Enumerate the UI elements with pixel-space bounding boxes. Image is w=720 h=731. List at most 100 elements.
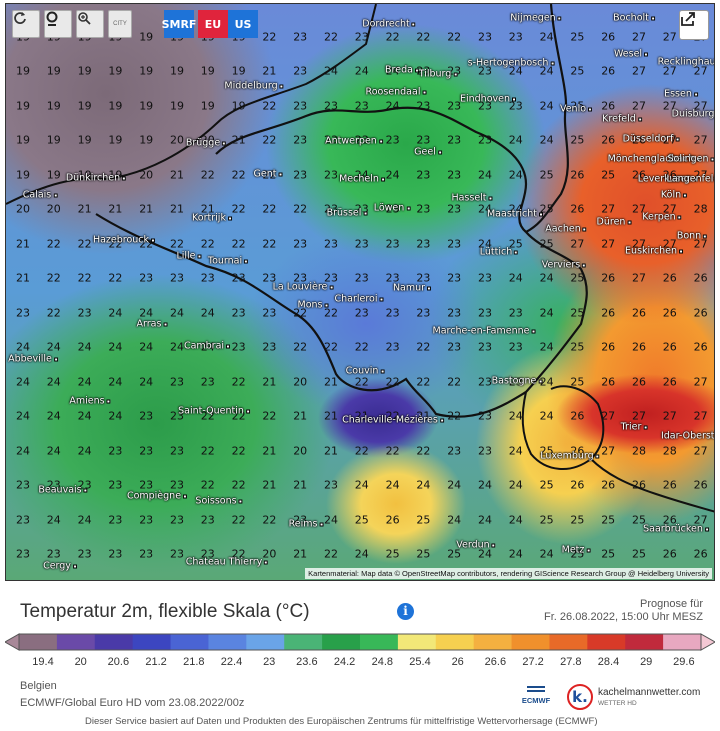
kachelmann-logo[interactable]: k. kachelmannwetter.com WETTER HD xyxy=(567,684,717,714)
temperature-value: 19 xyxy=(46,133,61,147)
city-name: Kerpen xyxy=(642,211,676,223)
city-label: Kortrijk xyxy=(192,213,232,224)
region-button-eu[interactable]: EU xyxy=(198,10,228,38)
ecmwf-label: ECMWF xyxy=(521,696,551,705)
city-label: Antwerpen xyxy=(325,136,383,147)
temperature-value: 23 xyxy=(139,271,154,285)
city-dot-icon xyxy=(238,499,243,503)
scale-swatch xyxy=(322,634,361,650)
temperature-value: 21 xyxy=(324,409,338,423)
region-button-smrf[interactable]: SMRF xyxy=(162,10,196,38)
city-label: Bastogne xyxy=(492,376,543,387)
temperature-value: 24 xyxy=(478,478,492,492)
temperature-value: 25 xyxy=(601,168,616,182)
temperature-value: 25 xyxy=(539,202,554,216)
temperature-value: 23 xyxy=(385,340,400,354)
temperature-value: 23 xyxy=(170,375,184,389)
scale-tick-label: 26 xyxy=(451,656,464,668)
temperature-value: 22 xyxy=(231,375,246,389)
temperature-value: 24 xyxy=(478,547,492,561)
temperature-value: 27 xyxy=(601,237,616,251)
temperature-value: 24 xyxy=(508,478,523,492)
city-label: Reims xyxy=(289,519,324,530)
temperature-value: 19 xyxy=(231,64,246,78)
temperature-value: 23 xyxy=(447,168,462,182)
temperature-value: 22 xyxy=(447,409,462,423)
scale-tick-label: 20 xyxy=(74,656,87,668)
temperature-value: 22 xyxy=(262,99,277,113)
city-dot-icon xyxy=(406,206,411,210)
temperature-value: 25 xyxy=(570,133,585,147)
weather-map[interactable]: 19 19 19 19 19 19 19 19 22 23 22 23 22 22 22 23 23 24 25 26… xyxy=(5,3,715,581)
temperature-value: 25 xyxy=(570,340,585,354)
city-name: Löwen xyxy=(373,202,405,214)
temperature-value: 23 xyxy=(170,444,184,458)
temperature-value: 23 xyxy=(170,478,184,492)
info-icon[interactable]: i xyxy=(397,603,414,620)
city-label: Langenfeld xyxy=(667,174,714,185)
temperature-value: 27 xyxy=(601,202,616,216)
city-dot-icon xyxy=(319,522,324,526)
temperature-value: 22 xyxy=(354,340,369,354)
temperature-value: 19 xyxy=(77,64,92,78)
temperature-value: 22 xyxy=(416,30,431,44)
scale-tick-label: 25.4 xyxy=(409,656,431,668)
reload-button[interactable] xyxy=(12,10,40,38)
city-label: Tournai xyxy=(208,256,249,267)
temperature-value: 23 xyxy=(139,409,154,423)
scale-swatch xyxy=(132,634,172,650)
temperature-value: 26 xyxy=(693,478,708,492)
city-name: Beauvais xyxy=(38,484,82,496)
temperature-value: 22 xyxy=(293,202,308,216)
map-credits: Kartenmaterial: Map data © OpenStreetMap… xyxy=(305,568,712,579)
temperature-value: 25 xyxy=(539,168,554,182)
city-name: Lille xyxy=(176,250,196,262)
temperature-value: 23 xyxy=(416,133,431,147)
temperature-value: 24 xyxy=(16,444,30,458)
temperature-value: 28 xyxy=(632,444,646,458)
temperature-value: 26 xyxy=(632,133,646,147)
temperature-value: 19 xyxy=(16,168,30,182)
city-name: Metz xyxy=(561,544,585,556)
city-name: Leverkusen xyxy=(637,173,693,185)
scale-swatch xyxy=(549,634,588,650)
city-dot-icon xyxy=(226,344,231,348)
city-name: Idar-Oberstein xyxy=(660,430,715,442)
zoom-button[interactable] xyxy=(76,10,104,38)
city-name: Chateau Thierry xyxy=(185,556,263,568)
temperature-value: 22 xyxy=(108,271,123,285)
city-label: Cergy xyxy=(43,561,77,572)
location-button[interactable] xyxy=(44,10,72,38)
share-button[interactable] xyxy=(679,10,709,40)
temperature-value: 24 xyxy=(478,237,492,251)
city-toggle-button[interactable]: CITY xyxy=(108,10,132,38)
city-dot-icon xyxy=(278,172,283,176)
temperature-value: 24 xyxy=(539,271,554,285)
share-icon xyxy=(681,12,695,26)
city-name: Abbeville xyxy=(8,353,52,365)
temperature-value: 19 xyxy=(139,30,154,44)
temperature-value: 24 xyxy=(508,271,523,285)
city-dot-icon xyxy=(122,176,127,180)
kachelmann-badge: k. xyxy=(567,684,593,710)
temperature-value: 22 xyxy=(46,306,61,320)
region-button-us[interactable]: US xyxy=(228,10,258,38)
city-dot-icon xyxy=(696,157,701,161)
city-label: Dordrecht xyxy=(362,19,416,30)
temperature-value: 23 xyxy=(416,168,431,182)
city-name: Aachen xyxy=(545,223,581,235)
scale-tick-label: 24.8 xyxy=(371,656,394,668)
temperature-value: 23 xyxy=(200,513,215,527)
temperature-value: 23 xyxy=(16,306,30,320)
temperature-value: 23 xyxy=(16,478,30,492)
city-dot-icon xyxy=(363,211,368,215)
city-label: Chateau Thierry xyxy=(185,556,269,568)
temperature-value: 27 xyxy=(601,409,616,423)
temperature-value: 19 xyxy=(108,64,123,78)
temperature-value: 24 xyxy=(77,409,92,423)
temperature-value: 24 xyxy=(539,64,554,78)
city-dot-icon xyxy=(106,399,111,403)
scale-swatch xyxy=(170,634,209,650)
temperature-value: 23 xyxy=(385,271,400,285)
temperature-value: 25 xyxy=(539,444,554,458)
